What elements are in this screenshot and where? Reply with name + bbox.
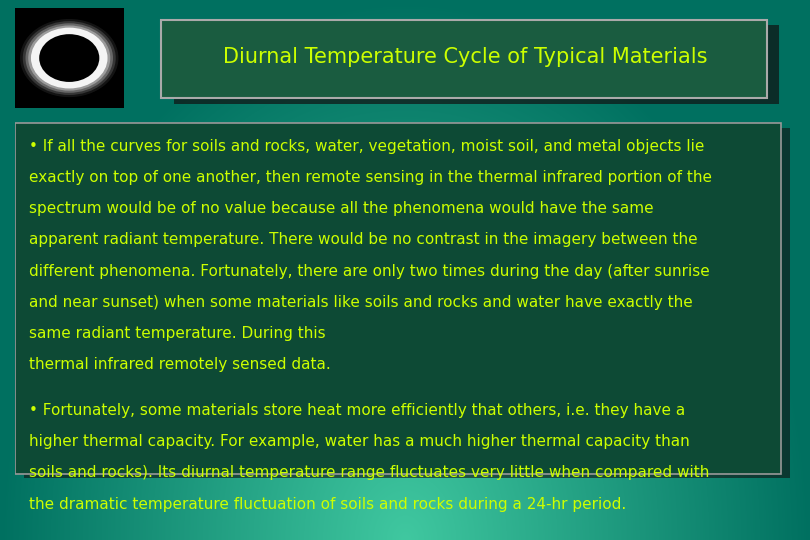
Text: and near sunset) when some materials like soils and rocks and water have exactly: and near sunset) when some materials lik…: [28, 295, 693, 310]
Text: same radiant temperature. During this: same radiant temperature. During this: [28, 326, 330, 341]
Text: spectrum would be of no value because all the phenomena would have the same: spectrum would be of no value because al…: [28, 201, 653, 216]
Text: • If all the curves for soils and rocks, water, vegetation, moist soil, and meta: • If all the curves for soils and rocks,…: [28, 139, 704, 153]
Text: higher thermal capacity. For example, water has a much higher thermal capacity t: higher thermal capacity. For example, wa…: [28, 434, 689, 449]
Circle shape: [31, 28, 108, 89]
Circle shape: [39, 34, 100, 82]
Text: Diurnal Temperature Cycle of Typical Materials: Diurnal Temperature Cycle of Typical Mat…: [224, 47, 708, 67]
Text: exactly on top of one another, then remote sensing in the thermal infrared porti: exactly on top of one another, then remo…: [28, 170, 712, 185]
Text: soils and rocks). Its diurnal temperature range fluctuates very little when comp: soils and rocks). Its diurnal temperatur…: [28, 465, 709, 481]
Text: the dramatic temperature fluctuation of soils and rocks during a 24-hr period.: the dramatic temperature fluctuation of …: [28, 497, 626, 511]
FancyBboxPatch shape: [161, 20, 767, 98]
Circle shape: [28, 25, 110, 91]
Text: thermal infrared remotely sensed data.: thermal infrared remotely sensed data.: [28, 357, 330, 372]
Text: • Fortunately, some materials store heat more efficiently that others, i.e. they: • Fortunately, some materials store heat…: [28, 403, 685, 418]
Circle shape: [25, 23, 113, 93]
Circle shape: [23, 21, 116, 95]
Text: apparent radiant temperature. There would be no contrast in the imagery between : apparent radiant temperature. There woul…: [28, 232, 697, 247]
Text: different phenomena. Fortunately, there are only two times during the day (after: different phenomena. Fortunately, there …: [28, 264, 710, 279]
FancyBboxPatch shape: [24, 128, 790, 478]
FancyBboxPatch shape: [15, 124, 781, 474]
FancyBboxPatch shape: [15, 8, 124, 108]
FancyBboxPatch shape: [173, 25, 779, 104]
Circle shape: [20, 19, 118, 97]
